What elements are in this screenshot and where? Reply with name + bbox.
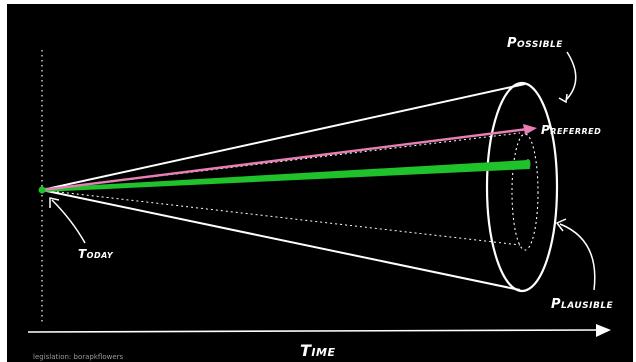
preferred-arrow-line [41, 127, 529, 192]
plausible-label: Plausible [551, 297, 614, 312]
plausible-cone-lower-edge [41, 189, 521, 246]
probable-beam-end [525, 159, 531, 169]
probable-green-beam [42, 160, 530, 192]
possible-cone-upper-edge [41, 83, 526, 191]
possible-cone-lower-edge [41, 189, 521, 291]
preferred-arrowhead [523, 124, 537, 135]
possible-ellipse [485, 81, 559, 293]
today-pointer-arrowhead [49, 197, 60, 208]
time-axis-arrowhead [596, 324, 611, 337]
plausible-pointer-arrowhead [555, 218, 567, 232]
time-axis-label: Time [300, 341, 335, 360]
possible-pointer-arrowhead [558, 93, 568, 104]
plausible-ellipse [511, 133, 539, 251]
plausible-pointer-line [559, 223, 596, 291]
today-pointer-line [51, 199, 86, 244]
source-caption: legislation: borapkflowers [33, 353, 124, 361]
time-axis-line [27, 329, 599, 333]
today-dot [38, 186, 46, 194]
preferred-label: Preferred [541, 123, 601, 137]
possible-label: Possible [507, 36, 563, 51]
diagram-background [7, 4, 633, 362]
possible-pointer-line [565, 51, 577, 101]
today-label: Today [78, 247, 114, 261]
